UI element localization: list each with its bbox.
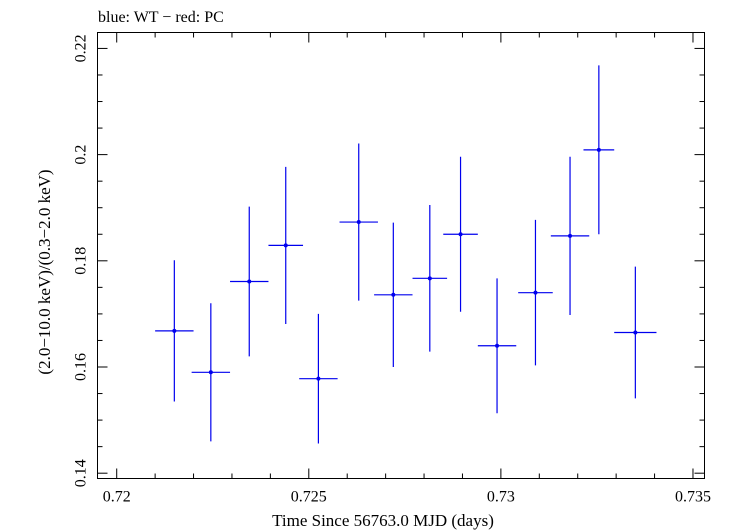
- data-point: [412, 205, 448, 352]
- x-tick-label: 0.72: [103, 489, 131, 506]
- data-point: [339, 143, 378, 301]
- y-tick-label: 0.22: [73, 34, 90, 62]
- data-point: [477, 278, 517, 414]
- data-point: [191, 303, 231, 442]
- data-marker: [283, 243, 288, 248]
- data-marker: [458, 232, 463, 237]
- y-axis-label: (2.0−10.0 keV)/(0.3−2.0 keV): [35, 169, 54, 374]
- plot-frame: [97, 32, 705, 479]
- data-point: [299, 313, 338, 444]
- tick-labels: 0.72 0.725 0.73 0.735 0.14 0.16 0.18 0.2 0.22: [73, 34, 711, 505]
- data-point: [374, 222, 413, 367]
- data-marker: [633, 330, 638, 335]
- y-tick-label: 0.18: [73, 247, 90, 275]
- chart-title: blue: WT − red: PC: [98, 9, 224, 26]
- data-marker: [316, 376, 321, 381]
- data-marker: [356, 220, 361, 225]
- data-point: [550, 156, 590, 315]
- data-marker: [495, 343, 500, 348]
- x-axis-label: Time Since 56763.0 MJD (days): [272, 511, 494, 530]
- data-point: [268, 166, 304, 324]
- data-point: [518, 219, 553, 366]
- data-marker: [208, 370, 213, 375]
- y-tick-label: 0.2: [73, 145, 90, 165]
- tick-marks: [97, 32, 705, 479]
- y-tick-label: 0.16: [73, 353, 90, 381]
- data-marker: [533, 290, 538, 295]
- x-tick-label: 0.725: [291, 489, 327, 506]
- x-tick-label: 0.735: [675, 489, 711, 506]
- x-tick-label: 0.73: [487, 489, 515, 506]
- data-point: [230, 206, 269, 357]
- data-point: [583, 65, 615, 235]
- series-wt: [155, 65, 657, 444]
- data-point: [614, 266, 657, 399]
- data-marker: [247, 279, 252, 284]
- data-marker: [427, 276, 432, 281]
- data-marker: [568, 233, 573, 238]
- data-marker: [172, 328, 177, 333]
- data-point: [155, 260, 194, 402]
- data-series: [155, 65, 657, 444]
- y-tick-label: 0.14: [73, 459, 90, 487]
- data-marker: [596, 147, 601, 152]
- data-point: [443, 156, 478, 312]
- data-marker: [391, 292, 396, 297]
